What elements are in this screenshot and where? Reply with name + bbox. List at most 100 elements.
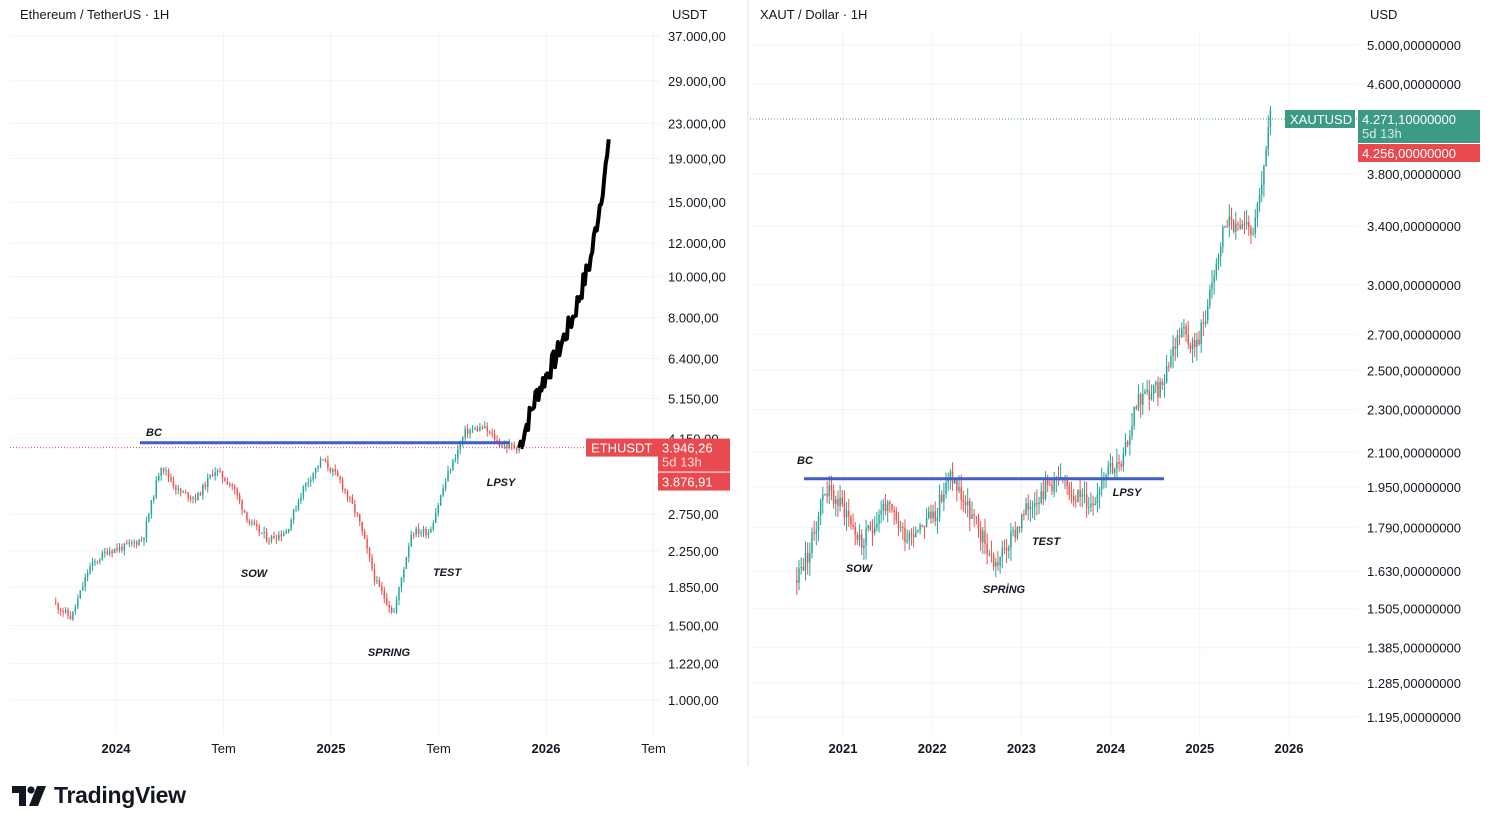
candle: [1150, 384, 1153, 401]
candle-body: [1191, 339, 1194, 350]
candle: [77, 594, 79, 610]
x-tick-label: 2021: [829, 741, 858, 756]
last-price-label: 4.271,10000000: [1362, 112, 1456, 127]
candle-body: [256, 524, 258, 527]
candle-body: [893, 510, 895, 512]
candle: [248, 518, 251, 526]
candle: [155, 476, 158, 499]
xaut-currency-unit[interactable]: USD: [1370, 7, 1398, 22]
xaut-symbol-title[interactable]: XAUT / Dollar · 1H: [760, 7, 868, 22]
candle: [175, 484, 177, 495]
candle: [809, 542, 811, 577]
candle: [969, 497, 971, 532]
candle-body: [268, 540, 270, 542]
candle: [69, 611, 72, 621]
candle-body: [1131, 425, 1133, 436]
candle: [170, 473, 172, 483]
candle-body: [884, 504, 887, 512]
candle-body: [275, 538, 278, 540]
candle: [231, 483, 234, 490]
candle: [354, 499, 356, 518]
candle-body: [253, 522, 256, 525]
candle-body: [157, 475, 160, 481]
candle-body: [167, 470, 170, 478]
candle-body: [1083, 494, 1086, 496]
candle-body: [1023, 514, 1025, 516]
candle-body: [447, 470, 449, 482]
candle-body: [1105, 474, 1107, 479]
candle-body: [123, 543, 126, 551]
candle: [1155, 380, 1157, 394]
candle-body: [938, 494, 941, 518]
candle-body: [826, 493, 828, 497]
candle-body: [1051, 484, 1053, 492]
candle: [977, 513, 980, 538]
tradingview-logo[interactable]: TradingView: [12, 782, 186, 809]
candle-body: [64, 609, 67, 613]
candle: [126, 539, 128, 545]
candle-body: [904, 527, 906, 542]
xaut-chart-canvas[interactable]: 5.000,00000000 4.600,00000000 3.800,000000…: [750, 0, 1486, 766]
y-tick-label: 1.790,00000000: [1367, 520, 1461, 535]
candle: [863, 538, 865, 561]
candle: [919, 522, 921, 535]
candle: [1094, 497, 1097, 506]
candle: [309, 476, 312, 487]
eth-symbol-title[interactable]: Ethereum / TetherUS · 1H: [20, 7, 170, 22]
candle: [897, 512, 900, 536]
candle: [938, 484, 941, 523]
candle: [895, 507, 898, 524]
candle: [84, 573, 86, 592]
candle: [243, 509, 246, 514]
candle-body: [491, 432, 493, 435]
candle-body: [74, 607, 77, 612]
candle-body: [1092, 503, 1094, 506]
candle: [1001, 540, 1004, 569]
candle-body: [1033, 502, 1036, 507]
candle-body: [430, 529, 432, 533]
y-tick-label: 1.195,00000000: [1367, 710, 1461, 725]
candle: [802, 558, 805, 571]
candle-body: [1139, 394, 1142, 405]
candle-body: [138, 540, 140, 545]
candle-body: [1213, 275, 1215, 283]
candle-body: [457, 449, 459, 459]
candle-body: [1196, 339, 1198, 347]
y-tick-label: 23.000,00: [668, 116, 726, 131]
candle-body: [324, 460, 327, 462]
candle: [889, 500, 891, 513]
candle: [884, 494, 887, 516]
last-price-tag: [1358, 109, 1480, 143]
xaut-chart-panel[interactable]: 5.000,00000000 4.600,00000000 3.800,000000…: [750, 0, 1486, 766]
candle-body: [1070, 494, 1073, 496]
candle-body: [314, 467, 317, 474]
candle: [128, 539, 131, 548]
candle-body: [837, 499, 839, 506]
candle: [1088, 496, 1090, 515]
candle: [869, 521, 872, 531]
candle-body: [1027, 503, 1029, 510]
candle-body: [130, 542, 133, 544]
candle: [194, 493, 197, 504]
candle: [943, 482, 945, 511]
candle-body: [359, 513, 361, 522]
y-tick-label: 37.000,00: [668, 29, 726, 44]
candle-body: [383, 590, 386, 599]
candle-body: [990, 554, 993, 556]
annotation-test: TEST: [1032, 536, 1061, 548]
candle: [865, 519, 867, 560]
candle: [915, 526, 917, 538]
candle-body: [417, 528, 420, 534]
candle-body: [1077, 490, 1079, 502]
candle-body: [832, 490, 835, 504]
eth-chart-panel[interactable]: 37.000,00 29.000,00 23.000,00 19.000,00 15.0…: [10, 0, 746, 766]
candle: [400, 576, 403, 593]
candle: [99, 557, 101, 565]
candle-body: [290, 520, 292, 529]
candle: [59, 607, 62, 616]
candle: [314, 467, 317, 479]
candle-body: [270, 535, 273, 542]
candle: [1189, 342, 1192, 354]
eth-chart-canvas[interactable]: 37.000,00 29.000,00 23.000,00 19.000,00 15.0…: [10, 0, 746, 766]
eth-currency-unit[interactable]: USDT: [672, 7, 708, 22]
